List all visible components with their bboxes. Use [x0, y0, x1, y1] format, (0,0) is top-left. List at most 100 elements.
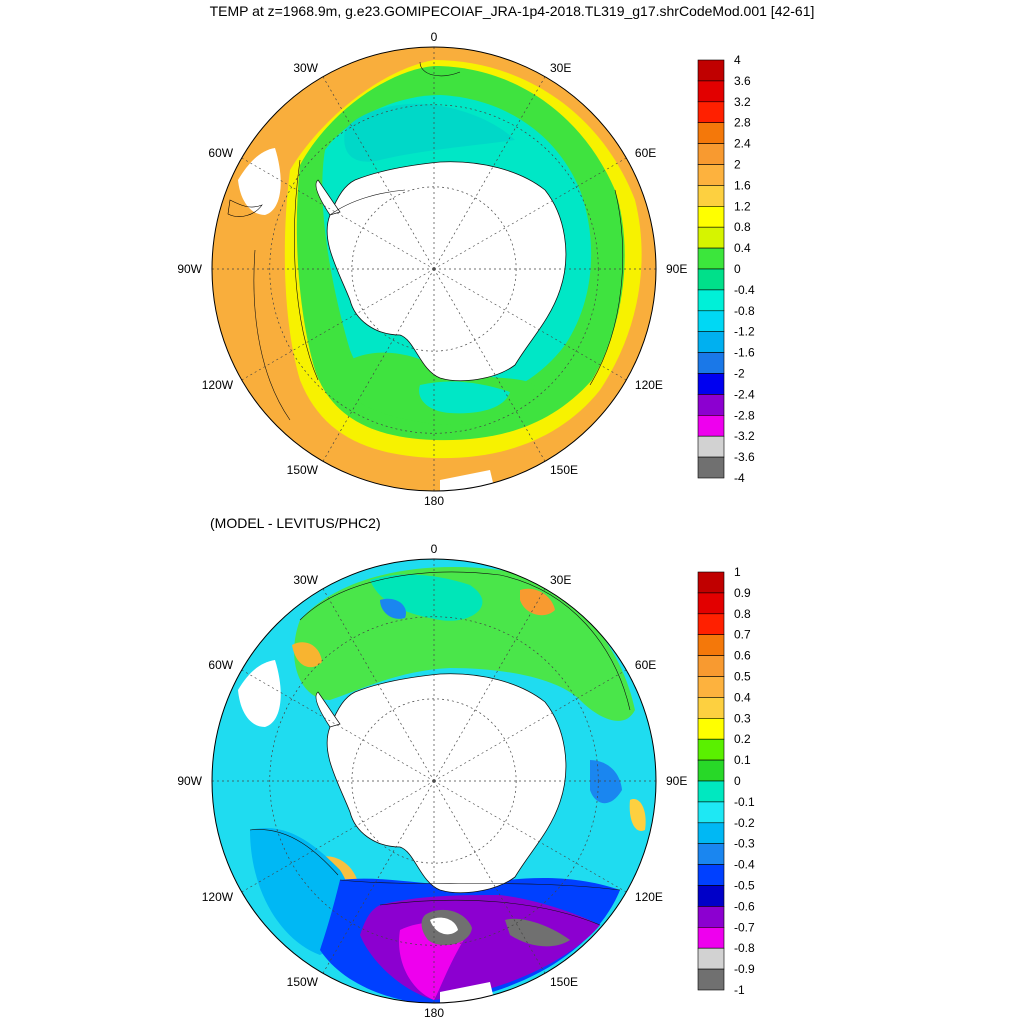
- colorbar-swatch: [697, 634, 725, 656]
- longitude-label: 30W: [293, 61, 318, 75]
- contour-line: [253, 249, 291, 421]
- colorbar-label: 0.3: [734, 711, 751, 725]
- colorbar-swatch: [697, 394, 725, 416]
- colorbar-swatch: [697, 352, 725, 374]
- colorbar-swatch: [697, 331, 725, 353]
- meridian-line: [322, 588, 435, 782]
- longitude-label: 180: [424, 494, 444, 508]
- meridian-line: [433, 157, 627, 270]
- longitude-label: 150E: [550, 463, 578, 477]
- longitude-labels-top: 0 30E 60E 90E 120E 150E 180 150W 120W 90W 60W 30W: [177, 30, 687, 508]
- meridian-line: [433, 780, 546, 974]
- colorbar-swatch: [697, 759, 725, 782]
- colorbar-label: 0.4: [734, 690, 751, 704]
- colorbar-swatch: [697, 906, 725, 928]
- meridian-line: [322, 268, 435, 462]
- longitude-labels-bottom: 0 30E 60E 90E 120E 150E 180 150W 120W 90W 60W 30W: [177, 542, 687, 1020]
- map-border: [211, 46, 657, 492]
- longitude-label: 150W: [287, 975, 319, 989]
- colorbar-swatch: [697, 206, 725, 228]
- negative-patch: [380, 598, 406, 619]
- colorbar-swatch: [697, 571, 725, 594]
- cyan-patch: [344, 103, 515, 162]
- antarctica: [326, 161, 567, 382]
- antarctic-peninsula: [315, 691, 341, 728]
- colorbar-label: 0.2: [734, 732, 751, 746]
- colorbar-swatch: [697, 268, 725, 291]
- figure-subtitle: (MODEL - LEVITUS/PHC2): [210, 515, 381, 531]
- longitude-label: 0: [431, 30, 438, 44]
- meridian-line: [433, 268, 546, 462]
- colorbar-swatch: [697, 310, 725, 332]
- latitude-circle: [351, 698, 517, 864]
- south-america: [238, 148, 281, 215]
- contour-line: [329, 189, 406, 216]
- colorbar-swatch: [697, 697, 725, 719]
- meridian-line: [322, 780, 435, 974]
- colorbar-label: 0.7: [734, 628, 751, 642]
- longitude-label: 30W: [293, 573, 318, 587]
- longitude-label: 120E: [635, 378, 663, 392]
- colorbar-label: 3.6: [734, 74, 751, 88]
- colorbar-swatch: [697, 80, 725, 103]
- ross-cyan: [419, 381, 510, 414]
- colorbar-label: -2.8: [734, 408, 755, 422]
- colorbar-label: -0.6: [734, 899, 755, 913]
- colorbar-swatch: [697, 801, 725, 824]
- longitude-label: 30E: [550, 61, 571, 75]
- colorbar-swatch: [697, 247, 725, 270]
- colorbar-swatch: [697, 122, 725, 144]
- longitude-label: 90E: [666, 262, 687, 276]
- colorbar-label: -0.2: [734, 816, 755, 830]
- colorbar-label: -0.9: [734, 962, 755, 976]
- colorbar-swatch: [697, 738, 725, 761]
- colorbar-swatch: [697, 926, 725, 949]
- colorbar-label: 0.5: [734, 670, 751, 684]
- colorbar-label: -2.4: [734, 387, 755, 401]
- meridian-line: [433, 669, 627, 782]
- colorbar-label: -0.8: [734, 304, 755, 318]
- extreme-negative: [505, 918, 570, 947]
- neutral-patch: [370, 574, 483, 621]
- colorbar-label: 1.6: [734, 178, 751, 192]
- colorbar-swatch: [697, 613, 725, 635]
- longitude-label: 60W: [208, 658, 233, 672]
- colorbar-swatch: [697, 289, 725, 312]
- longitude-label: 120W: [202, 890, 234, 904]
- colorbar-label: 0: [734, 774, 741, 788]
- contour-line: [419, 61, 461, 77]
- colorbar-swatch: [697, 843, 725, 865]
- map-border: [211, 558, 657, 1004]
- island: [430, 917, 458, 935]
- colorbar-label: -0.8: [734, 941, 755, 955]
- contour-line: [294, 159, 319, 381]
- graticule: [212, 47, 656, 491]
- colorbar-label: 0.9: [734, 586, 751, 600]
- meridian-line: [433, 588, 546, 782]
- colorbar-swatch: [697, 456, 725, 479]
- meridian-line: [433, 780, 627, 893]
- longitude-label: 90W: [177, 774, 202, 788]
- antarctic-peninsula: [315, 179, 341, 216]
- temperature-map: [211, 46, 657, 492]
- warm-patch: [629, 799, 646, 831]
- contour-line: [589, 189, 624, 386]
- colorbar-swatch: [697, 101, 725, 124]
- longitude-label: 90E: [666, 774, 687, 788]
- colorbar-swatch: [697, 864, 725, 886]
- colorbar-label: -0.4: [734, 858, 755, 872]
- colorbar-label: 0.6: [734, 649, 751, 663]
- colorbar-label: -3.6: [734, 450, 755, 464]
- colorbar-label: 2.4: [734, 137, 751, 151]
- colorbar-label: -0.7: [734, 920, 755, 934]
- colorbar-swatch: [697, 592, 725, 615]
- colorbar-swatch: [697, 164, 725, 186]
- colorbar-label: 1: [734, 565, 741, 579]
- colorbar-bottom: 1 0.9 0.8 0.7 0.6 0.5 0.4 0.3 0.2 0.1 0 -0.1 -0.2 -0.…: [697, 565, 755, 997]
- colorbar-label: 0.1: [734, 753, 751, 767]
- colorbar-label: -1: [734, 983, 745, 997]
- colorbar-label: -0.1: [734, 795, 755, 809]
- latitude-circle: [269, 104, 599, 434]
- longitude-label: 0: [431, 542, 438, 556]
